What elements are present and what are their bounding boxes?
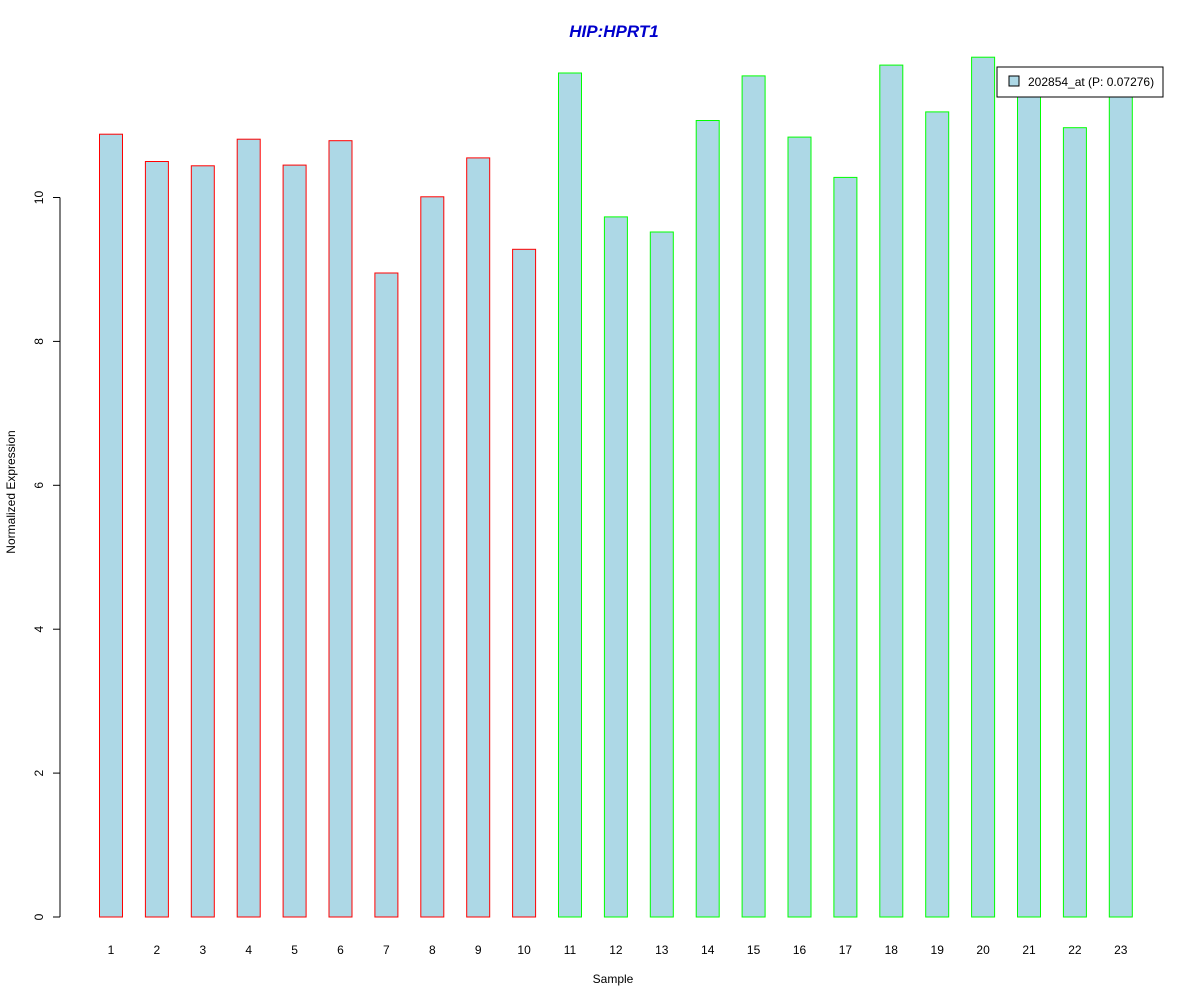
x-tick-label: 17 xyxy=(839,943,853,957)
bar-sample-11 xyxy=(558,72,582,918)
bar-sample-13 xyxy=(649,231,674,918)
bar-sample-19 xyxy=(925,111,950,918)
bar-sample-21 xyxy=(1017,92,1041,918)
x-tick-label: 9 xyxy=(475,943,482,957)
x-tick-label: 5 xyxy=(291,943,298,957)
x-tick-label: 15 xyxy=(747,943,761,957)
bar-sample-6 xyxy=(328,140,353,918)
x-tick-label: 20 xyxy=(976,943,990,957)
bars xyxy=(99,56,1133,918)
x-tick-label: 4 xyxy=(245,943,252,957)
legend-swatch xyxy=(1008,75,1020,87)
bar-sample-17 xyxy=(833,176,858,918)
bar-sample-7 xyxy=(374,272,399,918)
bar-sample-22 xyxy=(1062,127,1087,918)
y-tick-label: 2 xyxy=(32,769,46,776)
bar-sample-12 xyxy=(603,216,628,918)
chart-title: HIP:HPRT1 xyxy=(569,22,658,41)
bar-sample-3 xyxy=(190,165,215,918)
x-tick-label: 2 xyxy=(154,943,161,957)
y-tick-label: 8 xyxy=(32,338,46,345)
bar-sample-2 xyxy=(144,161,169,918)
y-tick-label: 10 xyxy=(32,191,46,205)
x-tick-label: 19 xyxy=(931,943,945,957)
x-tick-label: 6 xyxy=(337,943,344,957)
x-tick-label: 8 xyxy=(429,943,436,957)
y-axis: 0 2 4 6 8 10 xyxy=(32,191,61,920)
bar-sample-1 xyxy=(99,133,123,918)
bar-sample-23 xyxy=(1108,92,1133,918)
bar-sample-4 xyxy=(236,138,261,918)
x-tick-label: 7 xyxy=(383,943,390,957)
x-tick-label: 12 xyxy=(609,943,623,957)
legend-label: 202854_at (P: 0.07276) xyxy=(1028,75,1154,89)
x-tick-label: 14 xyxy=(701,943,715,957)
x-tick-label: 23 xyxy=(1114,943,1128,957)
x-tick-label: 18 xyxy=(885,943,899,957)
y-tick-label: 0 xyxy=(32,913,46,920)
bar-sample-18 xyxy=(879,64,904,918)
x-tick-label: 11 xyxy=(564,943,577,957)
bar-sample-16 xyxy=(787,136,812,918)
legend: 202854_at (P: 0.07276) xyxy=(996,66,1164,98)
x-tick-label: 3 xyxy=(199,943,206,957)
x-tick-label: 22 xyxy=(1068,943,1082,957)
legend-box xyxy=(996,66,1164,98)
x-axis-title: Sample xyxy=(593,972,634,986)
bar-sample-15 xyxy=(741,75,766,918)
bar-sample-8 xyxy=(420,196,445,918)
x-axis-labels: 1 2 3 4 5 6 7 8 9 10 11 12 13 14 15 16 17 18 19 20 21 22 23 xyxy=(108,943,1128,957)
bar-sample-20 xyxy=(971,56,996,918)
x-tick-label: 10 xyxy=(517,943,531,957)
y-tick-label: 4 xyxy=(32,626,46,633)
bar-sample-14 xyxy=(695,120,720,918)
bar-sample-5 xyxy=(282,164,307,918)
y-tick-label: 6 xyxy=(32,482,46,489)
x-tick-label: 21 xyxy=(1022,943,1036,957)
x-tick-label: 16 xyxy=(793,943,807,957)
y-axis-title: Normalized Expression xyxy=(4,430,18,553)
bar-sample-10 xyxy=(512,248,537,918)
bar-sample-9 xyxy=(466,157,491,918)
x-tick-label: 1 xyxy=(108,943,115,957)
x-tick-label: 13 xyxy=(655,943,669,957)
